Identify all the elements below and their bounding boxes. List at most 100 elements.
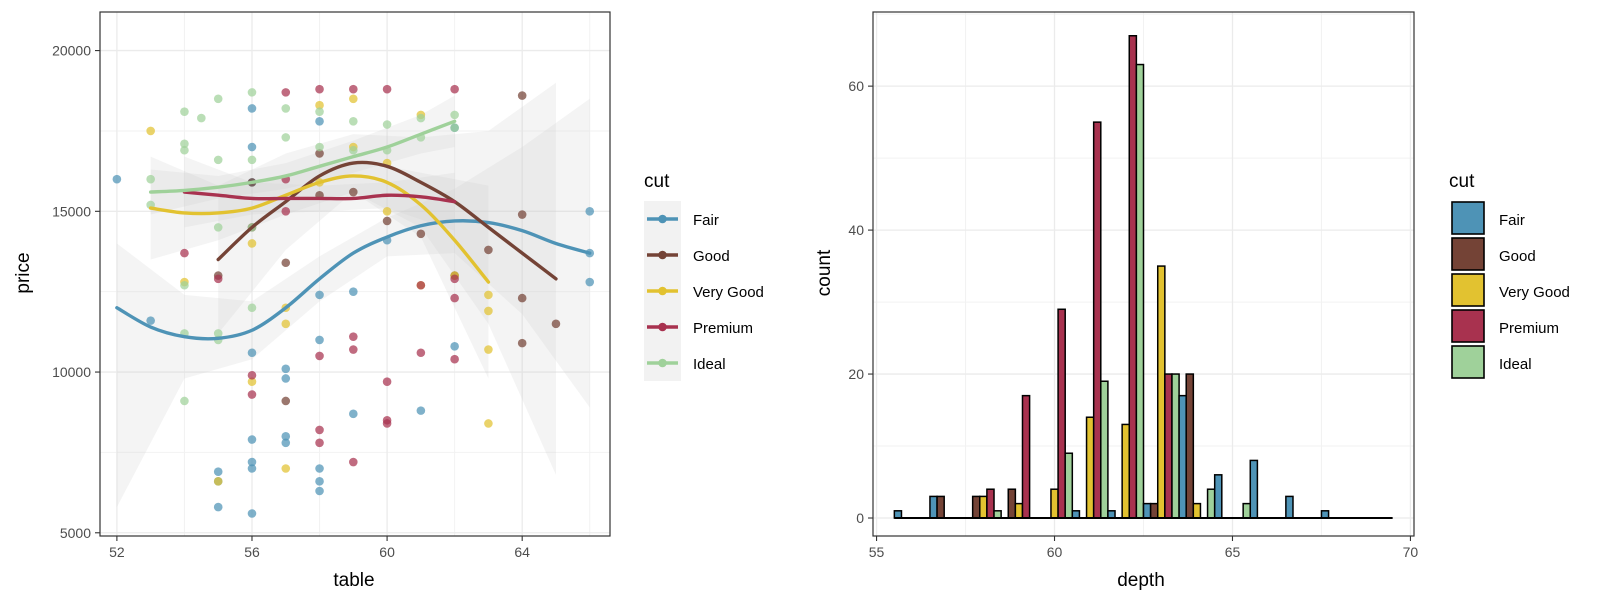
point-premium [315,425,324,435]
y-tick-label: 20 [848,366,864,382]
bar-fair [1178,394,1187,519]
bar-ideal [1171,373,1180,519]
histogram-legend-title: cut [1449,171,1475,192]
histogram-x-axis-title: depth [1117,570,1165,591]
bar-fair [1213,474,1223,519]
scatter-smooth-lines [115,119,592,341]
point-ideal [450,123,459,133]
point-fair [247,104,257,113]
point-very-good [382,207,392,216]
bar-very-good [1085,416,1095,519]
point-very-good [484,290,493,300]
legend-swatch-premium [1451,309,1485,343]
bar-fair [1320,510,1330,519]
histogram-y-axis-title: count [814,249,835,296]
point-premium [315,84,324,94]
point-premium [382,419,392,428]
point-premium [213,274,223,284]
bar-very-good [1014,502,1024,519]
legend-label-ideal: Ideal [693,356,726,373]
histogram-y-ticks: 0 20 40 60 [848,78,873,526]
point-very-good [213,477,223,486]
bar-premium [1128,35,1138,519]
point-very-good [247,377,257,386]
point-fair [281,364,291,374]
bar-good [1185,373,1195,519]
point-ideal [450,110,459,120]
bar-good [1149,502,1159,519]
legend-label-very-good: Very Good [1499,284,1570,301]
point-ideal [315,142,324,152]
point-fair [315,486,324,496]
x-tick-label: 70 [1403,544,1419,560]
point-very-good [349,94,358,104]
point-premium [315,351,324,361]
bar-very-good [1156,265,1166,519]
bar-very-good [979,495,988,519]
point-ideal [180,107,189,116]
point-fair [247,457,257,467]
point-ideal [281,104,291,113]
smooth-line-ideal [148,119,457,194]
point-fair [112,174,122,184]
bar-very-good [1192,502,1202,519]
point-fair [585,207,595,216]
point-fair [247,464,257,473]
point-fair [146,316,155,325]
point-ideal [281,133,291,142]
point-very-good [484,345,493,354]
point-good [315,149,324,158]
point-fair [349,287,358,296]
smooth-line-premium [182,190,457,204]
point-premium [281,207,291,216]
histogram-x-ticks: 55 60 65 70 [869,536,1419,560]
point-premium [382,377,392,386]
point-very-good [315,100,324,110]
point-premium [382,84,392,94]
point-fair [213,502,223,512]
bar-premium [1164,373,1173,519]
bar-good [971,495,981,519]
legend-point-very-good [658,286,667,296]
point-good [551,319,561,329]
y-tick-label: 5000 [60,525,91,541]
point-fair [247,142,257,152]
legend-swatch-good [1451,237,1485,271]
point-premium [450,293,459,303]
point-fair [416,406,426,415]
legend-label-premium: Premium [1499,320,1559,337]
legend-point-premium [658,322,667,332]
point-ideal [213,329,223,338]
legend-swatch-very-good [1451,273,1485,307]
point-premium [315,438,324,448]
point-good [517,210,527,219]
point-ideal [416,113,426,123]
scatter-y-ticks: 5000 10000 15000 20000 [52,43,100,541]
ribbon-fair [116,98,590,508]
point-premium [416,348,426,358]
legend-point-ideal [658,358,667,368]
point-fair [315,464,324,473]
point-fair [281,432,291,441]
scatter-x-axis-title: table [333,570,374,591]
point-very-good [484,306,493,316]
bar-ideal [1206,488,1216,519]
legend-swatch-ideal [1451,345,1485,379]
x-tick-label: 60 [379,544,395,560]
legend-swatch-fair [1451,201,1485,235]
legend-label-fair: Fair [693,212,719,229]
y-tick-label: 10000 [52,364,91,380]
point-good [517,293,527,303]
y-tick-label: 40 [848,222,864,238]
point-fair [315,335,324,345]
point-good [382,216,392,226]
x-tick-label: 52 [109,544,125,560]
histogram-panel-border [872,11,1415,537]
scatter-points [112,84,595,518]
point-ideal [213,155,223,165]
scatter-legend-title: cut [644,171,670,192]
point-very-good [146,126,155,136]
smooth-line-good [216,160,558,281]
y-tick-label: 15000 [52,203,91,219]
